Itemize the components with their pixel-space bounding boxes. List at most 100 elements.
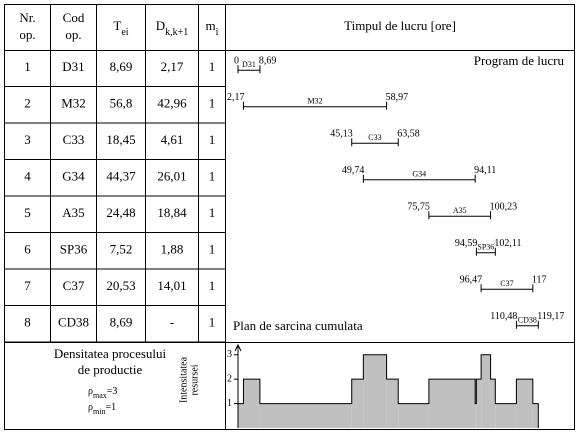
table-cell: C37 [63, 278, 85, 293]
header-main: m [206, 18, 216, 33]
header-cell: Tei [113, 18, 128, 38]
end-label: 102,11 [494, 238, 521, 249]
table-cell: 2 [24, 96, 31, 111]
table-cell: 4,61 [161, 132, 184, 147]
op-code: M32 [307, 97, 322, 106]
table-cell: 1 [209, 169, 216, 184]
table-cell: 18,84 [157, 205, 187, 220]
op-code: C33 [368, 133, 381, 142]
load-step [386, 379, 399, 428]
table-cell: 2,17 [161, 59, 184, 74]
table-cell: 20,53 [106, 278, 135, 293]
start-label: 2,17 [227, 92, 245, 103]
table-cell: 26,01 [157, 169, 186, 184]
header-sub: ei [121, 27, 128, 38]
rho-sub: min [93, 407, 105, 416]
table-cell: 42,96 [157, 96, 187, 111]
op-code: D31 [242, 60, 256, 69]
y-tick-label: 1 [227, 398, 232, 409]
header-cell: Dk,k+1 [156, 18, 189, 38]
header-cell: op. [19, 27, 35, 42]
table-cell: 6 [24, 242, 31, 257]
header-main: T [113, 18, 121, 33]
header-cell: mi [206, 18, 219, 38]
table-cell: 18,45 [106, 132, 135, 147]
load-outline [238, 354, 539, 428]
header-cell: Nr. [19, 10, 35, 25]
start-label: 94,59 [455, 238, 478, 249]
density-value: ρmax=3 [88, 386, 117, 400]
table-cell: 1 [24, 59, 31, 74]
table-cell: 8,69 [110, 315, 133, 330]
rho-sub: max [93, 391, 107, 400]
load-step [351, 379, 364, 428]
table-cell: 4 [24, 169, 31, 184]
y-axis-label: Intensitatea [178, 356, 189, 403]
load-step [476, 379, 482, 428]
start-label: 75,75 [407, 202, 430, 213]
table-cell: 7 [24, 278, 31, 293]
table-cell: CD38 [58, 315, 89, 330]
header-sub: i [216, 27, 219, 38]
start-label: 0 [234, 56, 239, 67]
table-cell: D31 [62, 59, 84, 74]
table-cell: 44,37 [106, 169, 136, 184]
header-main: D [156, 18, 165, 33]
header-cell: Timpul de lucru [ore] [344, 18, 456, 33]
end-label: 58,97 [386, 92, 409, 103]
load-title: Plan de sarcina cumulata [233, 318, 363, 333]
table-cell: 1 [209, 278, 216, 293]
start-label: 110,48 [490, 311, 517, 322]
gantt-title: Program de lucru [474, 53, 565, 68]
end-label: 117 [532, 275, 547, 286]
table-cell: 8 [24, 315, 31, 330]
load-step [428, 379, 476, 428]
load-step [495, 403, 517, 428]
load-step [243, 379, 260, 428]
rho-symbol: ρ [88, 402, 93, 413]
table-cell: 8,69 [110, 59, 133, 74]
table-cell: 1 [209, 315, 216, 330]
table-cell: 14,01 [157, 278, 186, 293]
table-cell: 24,48 [106, 205, 135, 220]
start-label: 45,13 [330, 129, 353, 140]
header-cell: op. [65, 27, 81, 42]
table-cell: 1 [209, 132, 216, 147]
y-axis-arrow [234, 343, 242, 352]
end-label: 100,23 [490, 202, 518, 213]
load-step [259, 403, 352, 428]
header-sub: k,k+1 [165, 27, 188, 38]
op-code: CD38 [518, 316, 537, 325]
load-step [490, 379, 496, 428]
end-label: 94,11 [474, 165, 496, 176]
op-code: G34 [412, 170, 426, 179]
table-cell: 1 [209, 242, 216, 257]
table-cell: 1 [209, 96, 216, 111]
load-step [363, 354, 387, 428]
table-cell: SP36 [60, 242, 88, 257]
op-code: SP36 [477, 243, 494, 252]
table-cell: A35 [62, 205, 84, 220]
y-axis-label: resursei [189, 364, 200, 395]
y-tick-label: 3 [227, 349, 232, 360]
density-title: de productie [78, 362, 143, 377]
load-step [516, 379, 533, 428]
load-step [238, 403, 244, 428]
rho-value: =3 [107, 386, 118, 397]
table-cell: M32 [61, 96, 86, 111]
table-cell: 1,88 [161, 242, 184, 257]
table-cell: - [170, 315, 174, 330]
rho-value: =1 [105, 402, 116, 413]
load-step [481, 354, 491, 428]
table-cell: 5 [24, 205, 31, 220]
y-tick-label: 2 [227, 373, 232, 384]
rho-symbol: ρ [88, 386, 93, 397]
header-cell: Cod [63, 10, 85, 25]
load-step [532, 403, 539, 428]
op-code: A35 [453, 206, 467, 215]
load-step [398, 403, 429, 428]
start-label: 49,74 [342, 165, 365, 176]
table-cell: 7,52 [110, 242, 133, 257]
table-cell: 56,8 [110, 96, 133, 111]
